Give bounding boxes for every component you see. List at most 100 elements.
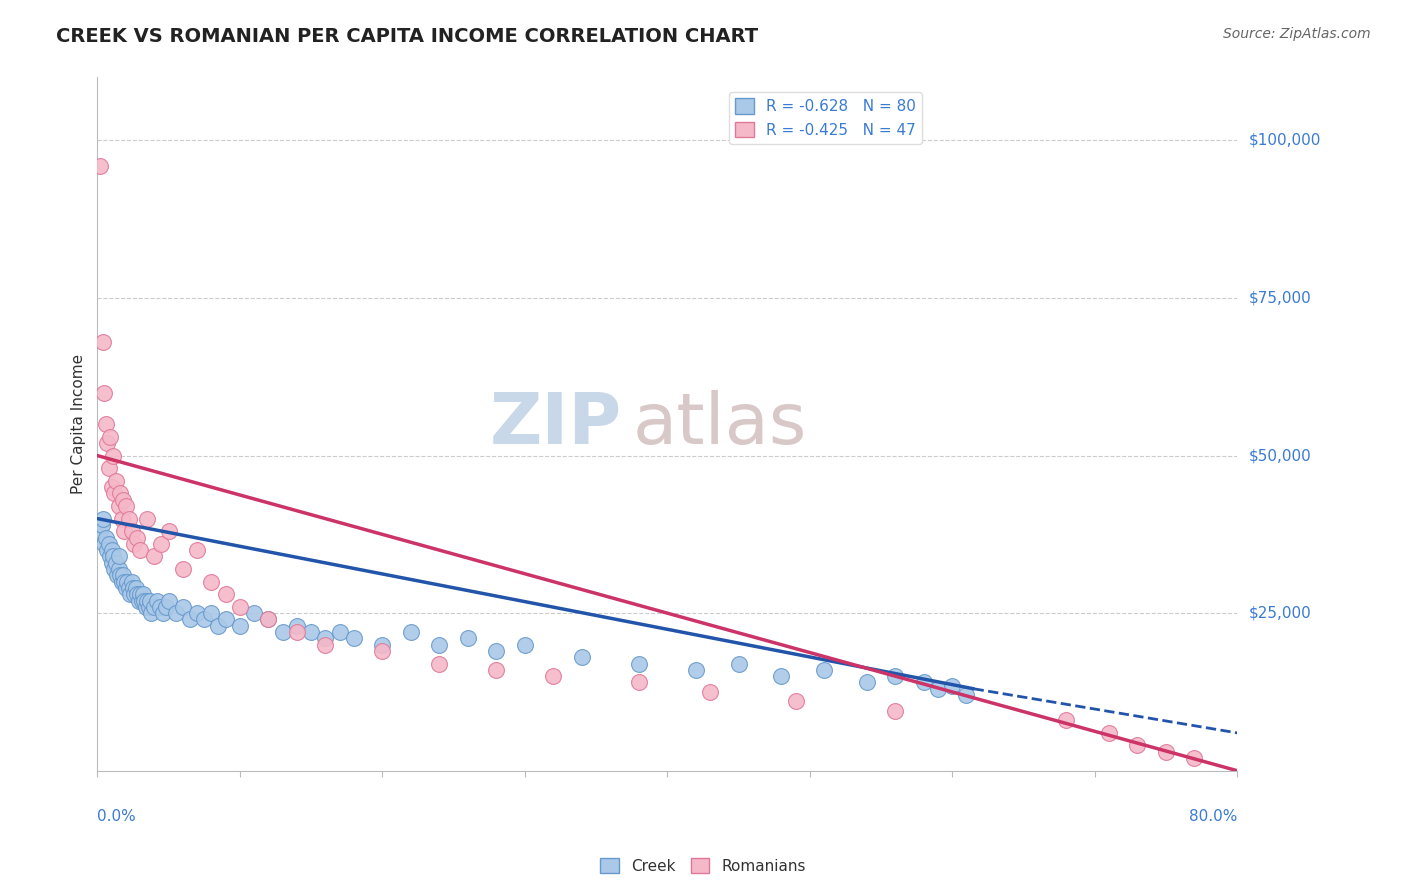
Point [150, 537, 173, 551]
Point [118, 581, 141, 595]
Point [90, 517, 112, 532]
Point [112, 574, 135, 589]
Point [91, 511, 114, 525]
Point [94, 531, 117, 545]
Point [165, 606, 187, 620]
Point [186, 606, 208, 620]
Point [100, 556, 122, 570]
Point [91, 335, 114, 350]
Point [132, 587, 155, 601]
Point [152, 606, 174, 620]
Point [884, 669, 907, 683]
Point [200, 574, 222, 589]
Point [139, 593, 162, 607]
Point [1184, 751, 1206, 765]
Point [89, 159, 111, 173]
Point [107, 562, 129, 576]
Point [427, 657, 450, 671]
Text: $100,000: $100,000 [1249, 133, 1320, 148]
Point [193, 612, 215, 626]
Point [101, 549, 124, 564]
Point [146, 593, 169, 607]
Point [128, 593, 150, 607]
Point [104, 556, 127, 570]
Point [157, 524, 180, 539]
Point [1126, 739, 1149, 753]
Point [143, 549, 166, 564]
Point [179, 612, 201, 626]
Point [118, 511, 141, 525]
Point [149, 599, 172, 614]
Point [122, 581, 145, 595]
Point [115, 499, 138, 513]
Point [1154, 745, 1177, 759]
Point [129, 543, 152, 558]
Point [271, 625, 294, 640]
Point [104, 474, 127, 488]
Point [855, 675, 877, 690]
Point [285, 625, 308, 640]
Point [101, 449, 124, 463]
Point [143, 599, 166, 614]
Point [457, 632, 479, 646]
Point [157, 593, 180, 607]
Point [186, 543, 208, 558]
Point [107, 499, 129, 513]
Point [98, 430, 121, 444]
Point [131, 593, 153, 607]
Point [399, 625, 422, 640]
Point [627, 657, 650, 671]
Point [243, 606, 266, 620]
Point [103, 486, 125, 500]
Point [207, 619, 229, 633]
Point [543, 669, 565, 683]
Point [1054, 713, 1077, 727]
Point [314, 632, 336, 646]
Point [571, 650, 593, 665]
Point [172, 599, 194, 614]
Point [107, 549, 129, 564]
Point [627, 675, 650, 690]
Point [138, 599, 160, 614]
Point [111, 568, 134, 582]
Point [110, 574, 132, 589]
Point [513, 638, 536, 652]
Point [427, 638, 450, 652]
Text: 0.0%: 0.0% [97, 809, 136, 824]
Point [727, 657, 749, 671]
Point [299, 625, 322, 640]
Point [770, 669, 793, 683]
Text: CREEK VS ROMANIAN PER CAPITA INCOME CORRELATION CHART: CREEK VS ROMANIAN PER CAPITA INCOME CORR… [56, 27, 758, 45]
Point [229, 619, 252, 633]
Text: ZIP: ZIP [489, 390, 621, 458]
Text: 80.0%: 80.0% [1189, 809, 1237, 824]
Point [257, 612, 280, 626]
Point [343, 632, 366, 646]
Point [136, 593, 159, 607]
Point [214, 587, 236, 601]
Point [108, 568, 131, 582]
Point [124, 537, 146, 551]
Point [111, 492, 134, 507]
Point [96, 543, 118, 558]
Point [813, 663, 835, 677]
Point [94, 417, 117, 431]
Point [785, 694, 807, 708]
Point [100, 543, 122, 558]
Point [135, 599, 157, 614]
Text: $50,000: $50,000 [1249, 448, 1310, 463]
Point [229, 599, 252, 614]
Point [485, 663, 508, 677]
Point [110, 511, 132, 525]
Point [125, 581, 148, 595]
Legend: Creek, Romanians: Creek, Romanians [595, 852, 811, 880]
Point [97, 461, 120, 475]
Point [93, 385, 115, 400]
Point [98, 549, 121, 564]
Point [89, 524, 111, 539]
Point [371, 644, 394, 658]
Point [155, 599, 177, 614]
Legend: R = -0.628   N = 80, R = -0.425   N = 47: R = -0.628 N = 80, R = -0.425 N = 47 [730, 92, 922, 144]
Point [117, 574, 139, 589]
Point [127, 587, 149, 601]
